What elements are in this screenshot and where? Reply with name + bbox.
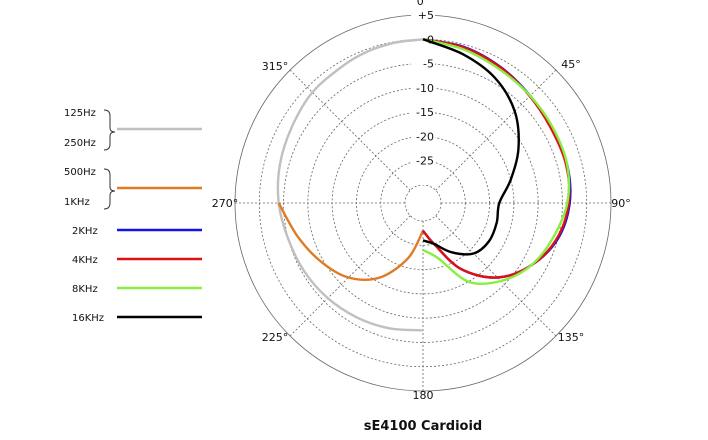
series-line-2 [422, 38, 572, 279]
radial-tick-label: -25 [416, 155, 434, 168]
legend-label: 500Hz [64, 167, 96, 178]
legend-label: 2KHz [72, 226, 98, 237]
angle-label: 180 [413, 389, 434, 402]
angle-label: 315° [262, 60, 289, 73]
legend-label: 8KHz [72, 284, 98, 295]
legend-label: 16KHz [72, 313, 104, 324]
series-line-5 [422, 38, 520, 256]
series-line-0 [276, 38, 424, 332]
series-line-4 [422, 38, 571, 286]
angle-label: 0° [417, 0, 430, 8]
angle-label: 45° [561, 58, 581, 71]
radial-tick-label: -5 [423, 58, 434, 71]
legend-brace [103, 109, 116, 151]
grid-spoke [289, 215, 411, 337]
radial-tick-label: +5 [418, 9, 434, 22]
chart-title: sE4100 Cardioid [364, 419, 483, 434]
grid-ring [404, 184, 442, 222]
tick-label-backing [411, 9, 435, 185]
polar-grid [234, 9, 612, 392]
series-group [276, 38, 572, 332]
grid-spoke [289, 69, 411, 191]
legend-label: 1KHz [64, 197, 90, 208]
legend: 125Hz 250Hz 500Hz 1KHz 2KHz 4KHz 8KHz 16KHz [64, 108, 202, 324]
legend-label: 250Hz [64, 138, 96, 149]
angle-label: 90° [611, 197, 631, 210]
radial-tick-label: -15 [416, 106, 434, 119]
grid-spoke [435, 215, 557, 337]
legend-label: 4KHz [72, 255, 98, 266]
series-line-1 [277, 202, 425, 281]
angle-label: 225° [262, 331, 289, 344]
radial-tick-label: -20 [416, 130, 434, 143]
angle-label: 135° [558, 331, 585, 344]
angle-labels: 0° 45° 90° 135° 180 225° 270° 315° [212, 0, 631, 402]
angle-label: 270° [212, 197, 239, 210]
series-line-3 [422, 38, 571, 279]
legend-label: 125Hz [64, 108, 96, 119]
radial-tick-label: -10 [416, 82, 434, 95]
radial-ticks: +5 0 -5 -10 -15 -20 -25 [416, 9, 434, 168]
radial-tick-label: 0 [427, 33, 434, 46]
legend-brace [103, 168, 116, 210]
grid-spoke [435, 69, 557, 191]
